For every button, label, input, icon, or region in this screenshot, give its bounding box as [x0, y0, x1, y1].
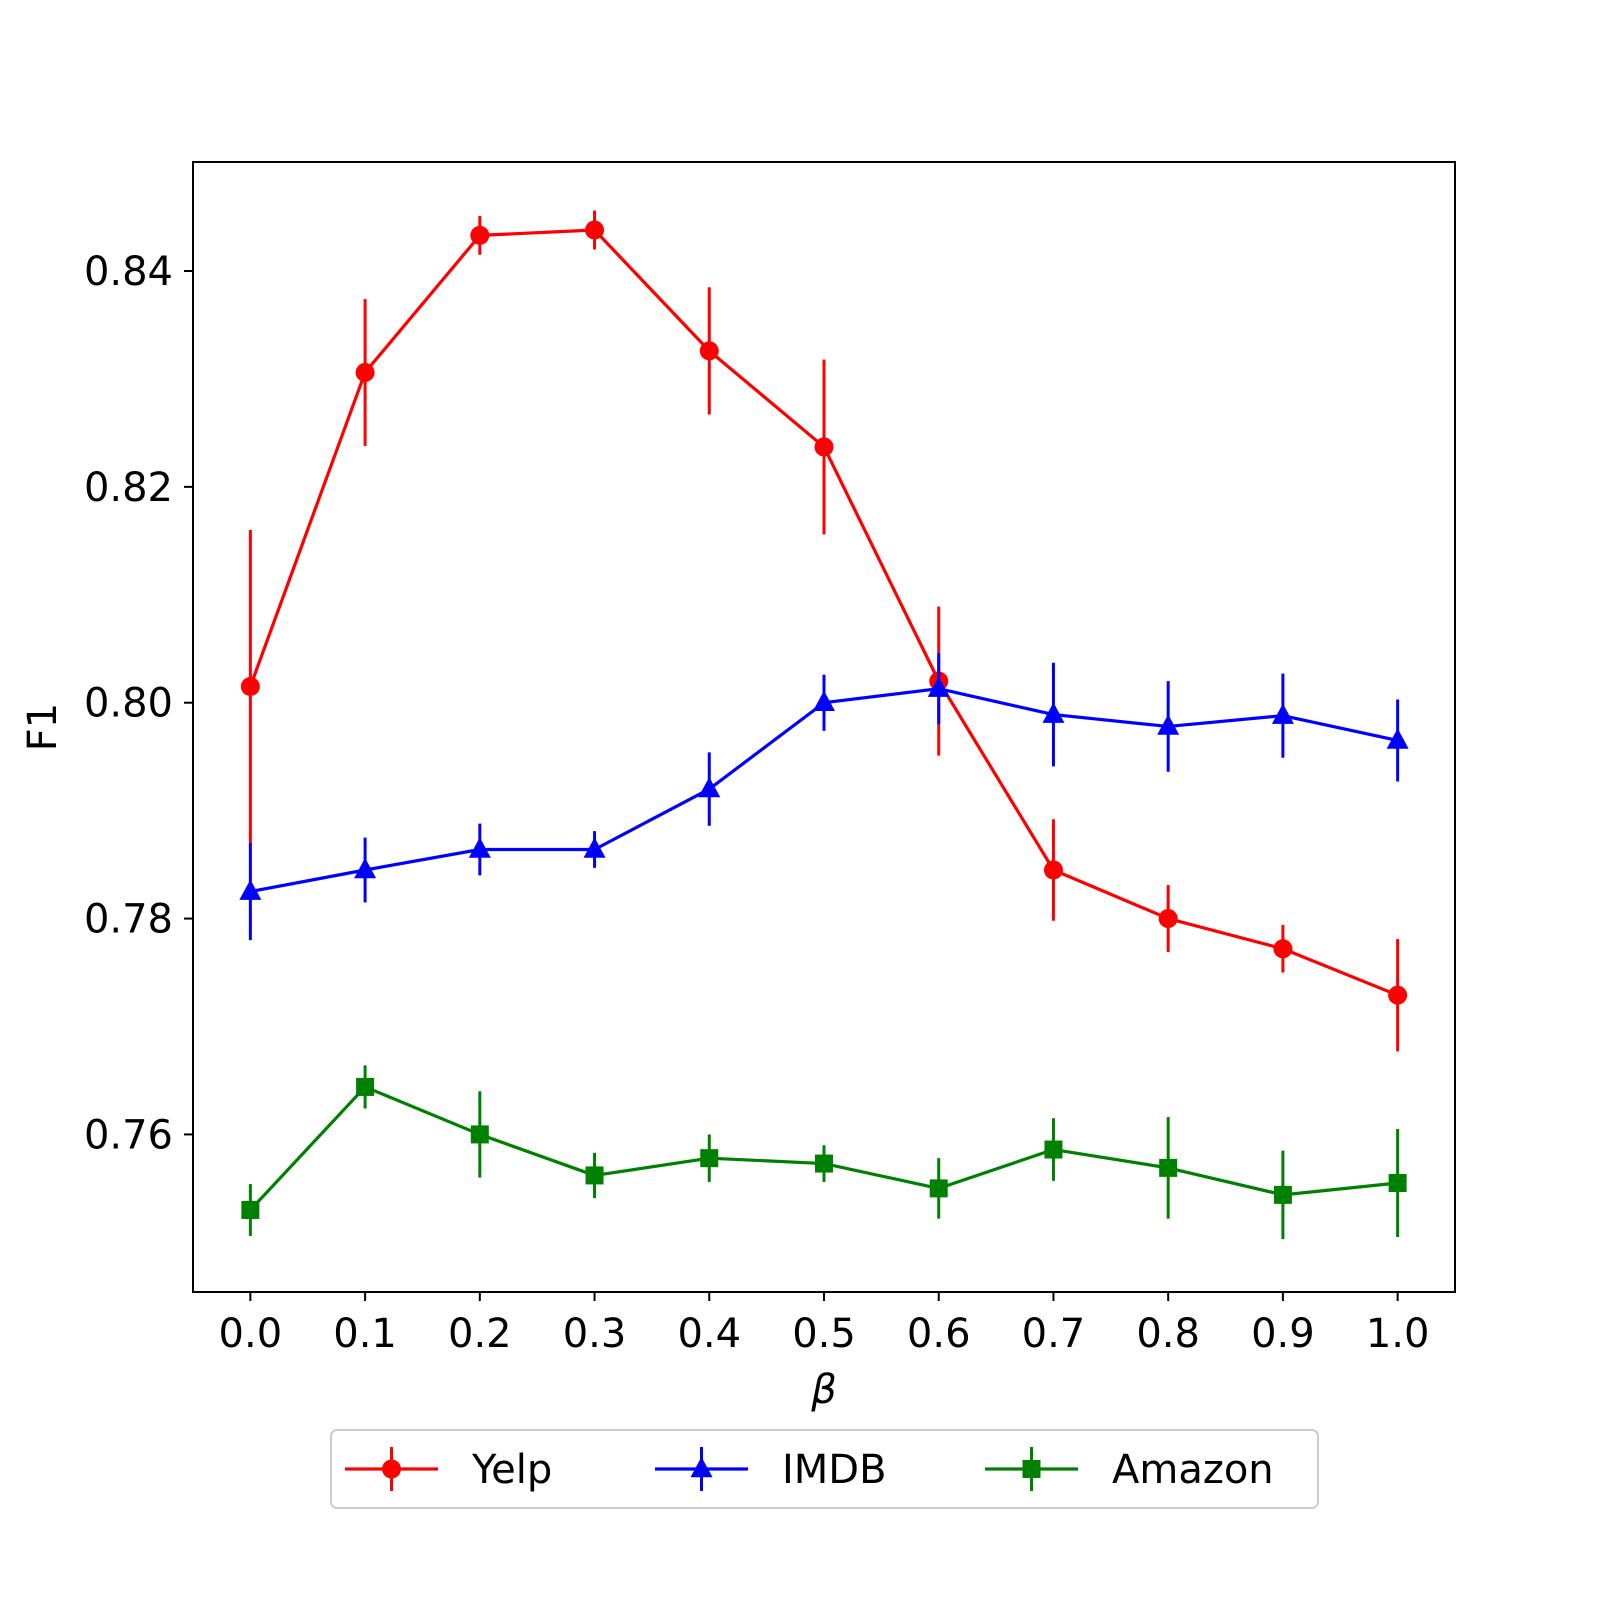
legend-swatch-marker	[690, 1456, 713, 1478]
x-tick-label: 0.7	[1022, 1311, 1086, 1357]
yelp-point	[1043, 860, 1063, 880]
x-tick-label: 0.4	[677, 1311, 741, 1357]
yelp-point	[699, 341, 719, 361]
x-tick-label: 0.8	[1136, 1311, 1200, 1357]
y-axis: 0.76 0.78 0.80 0.82 0.84	[84, 249, 193, 1158]
x-tick-label: 0.6	[907, 1311, 971, 1357]
x-axis-title: β	[810, 1367, 837, 1413]
series-yelp	[240, 210, 1408, 1052]
y-tick-label: 0.78	[84, 897, 173, 943]
legend-box	[330, 1429, 1319, 1509]
y-tick-label: 0.76	[84, 1112, 173, 1158]
amazon-point	[241, 1200, 260, 1219]
x-tick-label: 1.0	[1366, 1311, 1430, 1357]
imdb-point	[468, 837, 491, 858]
legend: Yelp IMDB Amazon	[330, 1429, 1319, 1509]
legend-item-imdb: IMDB	[655, 1447, 887, 1493]
amazon-point	[356, 1077, 375, 1096]
series-layer	[239, 210, 1409, 1240]
amazon-point	[1159, 1158, 1178, 1177]
amazon-point	[470, 1125, 489, 1144]
series-imdb	[239, 653, 1409, 941]
yelp-point	[814, 437, 834, 457]
amazon-point	[1044, 1140, 1063, 1159]
imdb-point	[239, 879, 262, 900]
imdb-point	[583, 837, 606, 858]
yelp-point	[470, 225, 490, 245]
x-tick-label: 0.0	[219, 1311, 283, 1357]
y-tick-label: 0.82	[84, 465, 173, 511]
yelp-point	[1158, 909, 1178, 929]
yelp-point	[585, 220, 605, 240]
amazon-point	[815, 1154, 833, 1173]
imdb-point	[813, 690, 835, 711]
x-tick-label: 0.3	[563, 1311, 627, 1357]
yelp-point	[355, 362, 375, 382]
yelp-point	[1273, 939, 1293, 959]
imdb-point	[1271, 703, 1294, 724]
legend-item-amazon: Amazon	[985, 1447, 1274, 1493]
imdb-point	[1042, 702, 1065, 723]
imdb-point	[698, 776, 721, 798]
legend-label-amazon: Amazon	[1112, 1447, 1274, 1493]
amazon-point	[929, 1179, 948, 1198]
x-tick-label: 0.5	[792, 1311, 856, 1357]
amazon-point	[1273, 1185, 1292, 1204]
legend-item-yelp: Yelp	[345, 1447, 552, 1493]
amazon-point	[1388, 1173, 1407, 1192]
amazon-point	[700, 1149, 719, 1168]
x-tick-label: 0.9	[1251, 1311, 1315, 1357]
imdb-point	[1157, 714, 1180, 735]
y-tick-label: 0.80	[84, 681, 173, 727]
imdb-point	[1386, 728, 1409, 749]
legend-swatch-marker	[382, 1459, 401, 1479]
y-axis-title: F1	[20, 703, 66, 751]
x-axis: 0.0 0.1 0.2 0.3 0.4 0.5 0.6 0.7 0.8 0.9 1.0	[219, 1292, 1430, 1357]
imdb-point	[354, 857, 377, 879]
legend-label-yelp: Yelp	[471, 1447, 552, 1493]
imdb-point	[927, 676, 950, 697]
y-tick-label: 0.84	[84, 249, 173, 295]
yelp-point	[1388, 985, 1408, 1005]
series-amazon	[241, 1065, 1407, 1240]
amazon-point	[585, 1166, 604, 1185]
yelp-point	[240, 677, 260, 697]
legend-label-imdb: IMDB	[782, 1447, 887, 1493]
legend-swatch-marker	[1022, 1460, 1041, 1478]
x-tick-label: 0.1	[333, 1311, 397, 1357]
x-tick-label: 0.2	[448, 1311, 512, 1357]
